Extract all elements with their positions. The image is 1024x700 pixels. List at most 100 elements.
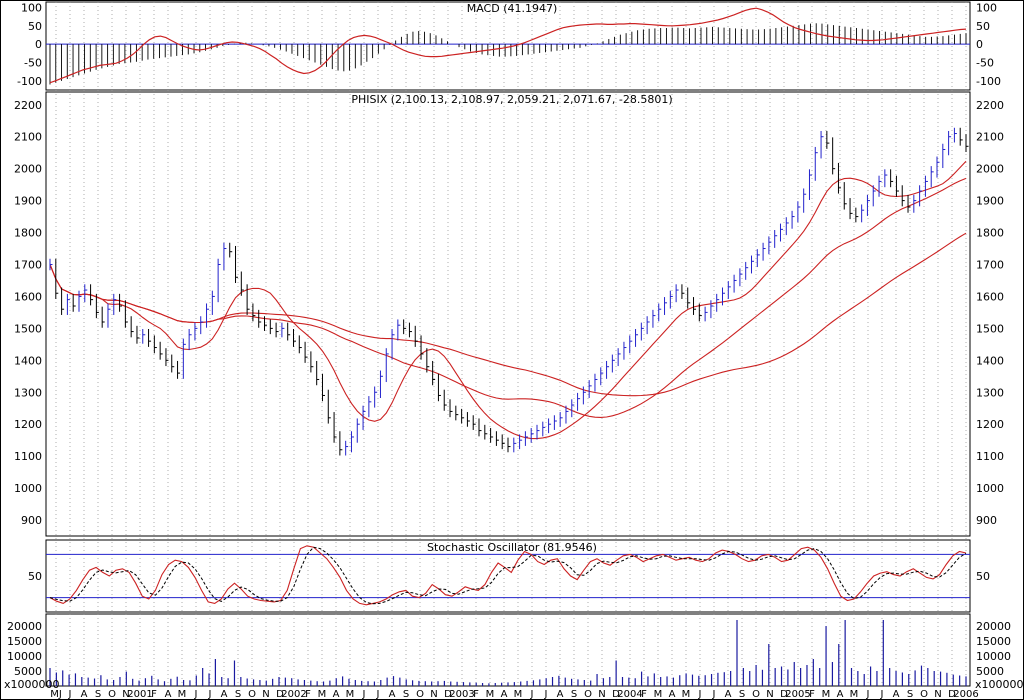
month-label: O xyxy=(248,689,256,700)
month-label: N xyxy=(598,689,605,700)
vol-frame xyxy=(45,613,971,687)
macd-tick-left: 50 xyxy=(28,20,42,33)
price-panel: 2200 2200 2100 2100 2000 2000 1900 1900 1800 1800… xyxy=(14,99,1004,527)
price-tick-right: 2100 xyxy=(976,131,1004,144)
month-label: O xyxy=(752,689,760,700)
month-label: A xyxy=(165,689,172,700)
price-tick-right: 900 xyxy=(976,514,997,527)
price-frame xyxy=(45,91,971,537)
price-tick-left: 1400 xyxy=(14,354,42,367)
price-tick-left: 1300 xyxy=(14,386,42,399)
month-label: M xyxy=(682,689,691,700)
month-label: S xyxy=(571,689,577,700)
month-label: N xyxy=(934,689,941,700)
month-label: S xyxy=(403,689,409,700)
macd-tick-right: -100 xyxy=(976,75,1001,88)
month-label: A xyxy=(669,689,676,700)
month-label: F xyxy=(305,689,311,700)
month-label: J xyxy=(362,689,366,700)
price-tick-left: 900 xyxy=(21,514,42,527)
stochastic-panel: 50 50 xyxy=(28,545,990,606)
ma-mid-line xyxy=(49,177,967,418)
month-label: J xyxy=(530,689,534,700)
volume-tick-left: 5000 xyxy=(14,665,42,678)
month-label: A xyxy=(893,689,900,700)
month-label: J xyxy=(544,689,548,700)
price-tick-right: 1100 xyxy=(976,450,1004,463)
month-label: A xyxy=(501,689,508,700)
month-label: A xyxy=(221,689,228,700)
macd-tick-left: -100 xyxy=(17,75,42,88)
month-label: M xyxy=(486,689,495,700)
month-label: 2002 xyxy=(281,689,306,700)
price-tick-left: 1900 xyxy=(14,195,42,208)
ma-long-line xyxy=(49,232,967,397)
month-label: M xyxy=(346,689,355,700)
price-tick-right: 1000 xyxy=(976,482,1004,495)
month-label: A xyxy=(837,689,844,700)
price-title: PHISIX (2,100.13, 2,108.97, 2,059.21, 2,… xyxy=(351,93,672,106)
month-label: 2004 xyxy=(617,689,642,700)
volume-tick-right: 10000 xyxy=(976,650,1011,663)
stochastic-title: Stochastic Oscillator (81.9546) xyxy=(427,541,597,554)
macd-tick-right: 0 xyxy=(976,38,983,51)
month-label: A xyxy=(389,689,396,700)
volume-tick-right: 20000 xyxy=(976,620,1011,633)
month-label: J xyxy=(68,689,72,700)
month-label: 2003 xyxy=(449,689,474,700)
volume-tick-left: 20000 xyxy=(7,620,42,633)
month-label: M xyxy=(514,689,523,700)
month-label: D xyxy=(444,689,452,700)
macd-signal-line xyxy=(49,7,967,84)
price-tick-right: 1300 xyxy=(976,386,1004,399)
macd-tick-right: 100 xyxy=(976,2,997,15)
price-tick-left: 1500 xyxy=(14,322,42,335)
month-label: J xyxy=(208,689,212,700)
price-tick-right: 2000 xyxy=(976,163,1004,176)
macd-panel: 100 100 50 50 0 0 -50 -50 -100 -100 xyxy=(17,2,1001,88)
macd-frame xyxy=(45,1,971,91)
volume-tick-left: 10000 xyxy=(7,650,42,663)
volume-unit-right: x1000000 xyxy=(975,678,1024,691)
month-label: D xyxy=(612,689,620,700)
macd-tick-right: -50 xyxy=(976,57,994,70)
month-label: 2006 xyxy=(953,689,978,700)
month-label: O xyxy=(108,689,116,700)
price-tick-right: 1700 xyxy=(976,258,1004,271)
volume-panel: 20000 20000 15000 15000 10000 10000 5000 5000 xyxy=(7,620,1011,686)
price-tick-left: 1600 xyxy=(14,290,42,303)
price-tick-left: 2100 xyxy=(14,131,42,144)
month-label: J xyxy=(698,689,702,700)
ma-short-line xyxy=(49,160,967,440)
stoch-frame xyxy=(45,539,971,613)
macd-tick-right: 50 xyxy=(976,20,990,33)
month-label: N xyxy=(766,689,773,700)
month-label: O xyxy=(416,689,424,700)
month-label: N xyxy=(262,689,269,700)
month-label: S xyxy=(739,689,745,700)
macd-title: MACD (41.1947) xyxy=(467,2,558,15)
price-tick-left: 2000 xyxy=(14,163,42,176)
volume-tick-right: 5000 xyxy=(976,665,1004,678)
month-label: A xyxy=(333,689,340,700)
month-label: S xyxy=(907,689,913,700)
month-label: F xyxy=(473,689,479,700)
price-tick-right: 1200 xyxy=(976,418,1004,431)
price-tick-left: 1100 xyxy=(14,450,42,463)
month-label: M xyxy=(318,689,327,700)
price-tick-left: 1000 xyxy=(14,482,42,495)
month-label: A xyxy=(557,689,564,700)
month-label: J xyxy=(376,689,380,700)
price-tick-left: 2200 xyxy=(14,99,42,112)
macd-tick-left: 100 xyxy=(21,2,42,15)
month-label: D xyxy=(276,689,284,700)
month-label: N xyxy=(122,689,129,700)
month-label: N xyxy=(430,689,437,700)
price-tick-left: 1800 xyxy=(14,227,42,240)
month-label: A xyxy=(81,689,88,700)
month-label: 2005 xyxy=(785,689,810,700)
month-label: F xyxy=(809,689,815,700)
price-tick-right: 1600 xyxy=(976,290,1004,303)
month-label: J xyxy=(866,689,870,700)
